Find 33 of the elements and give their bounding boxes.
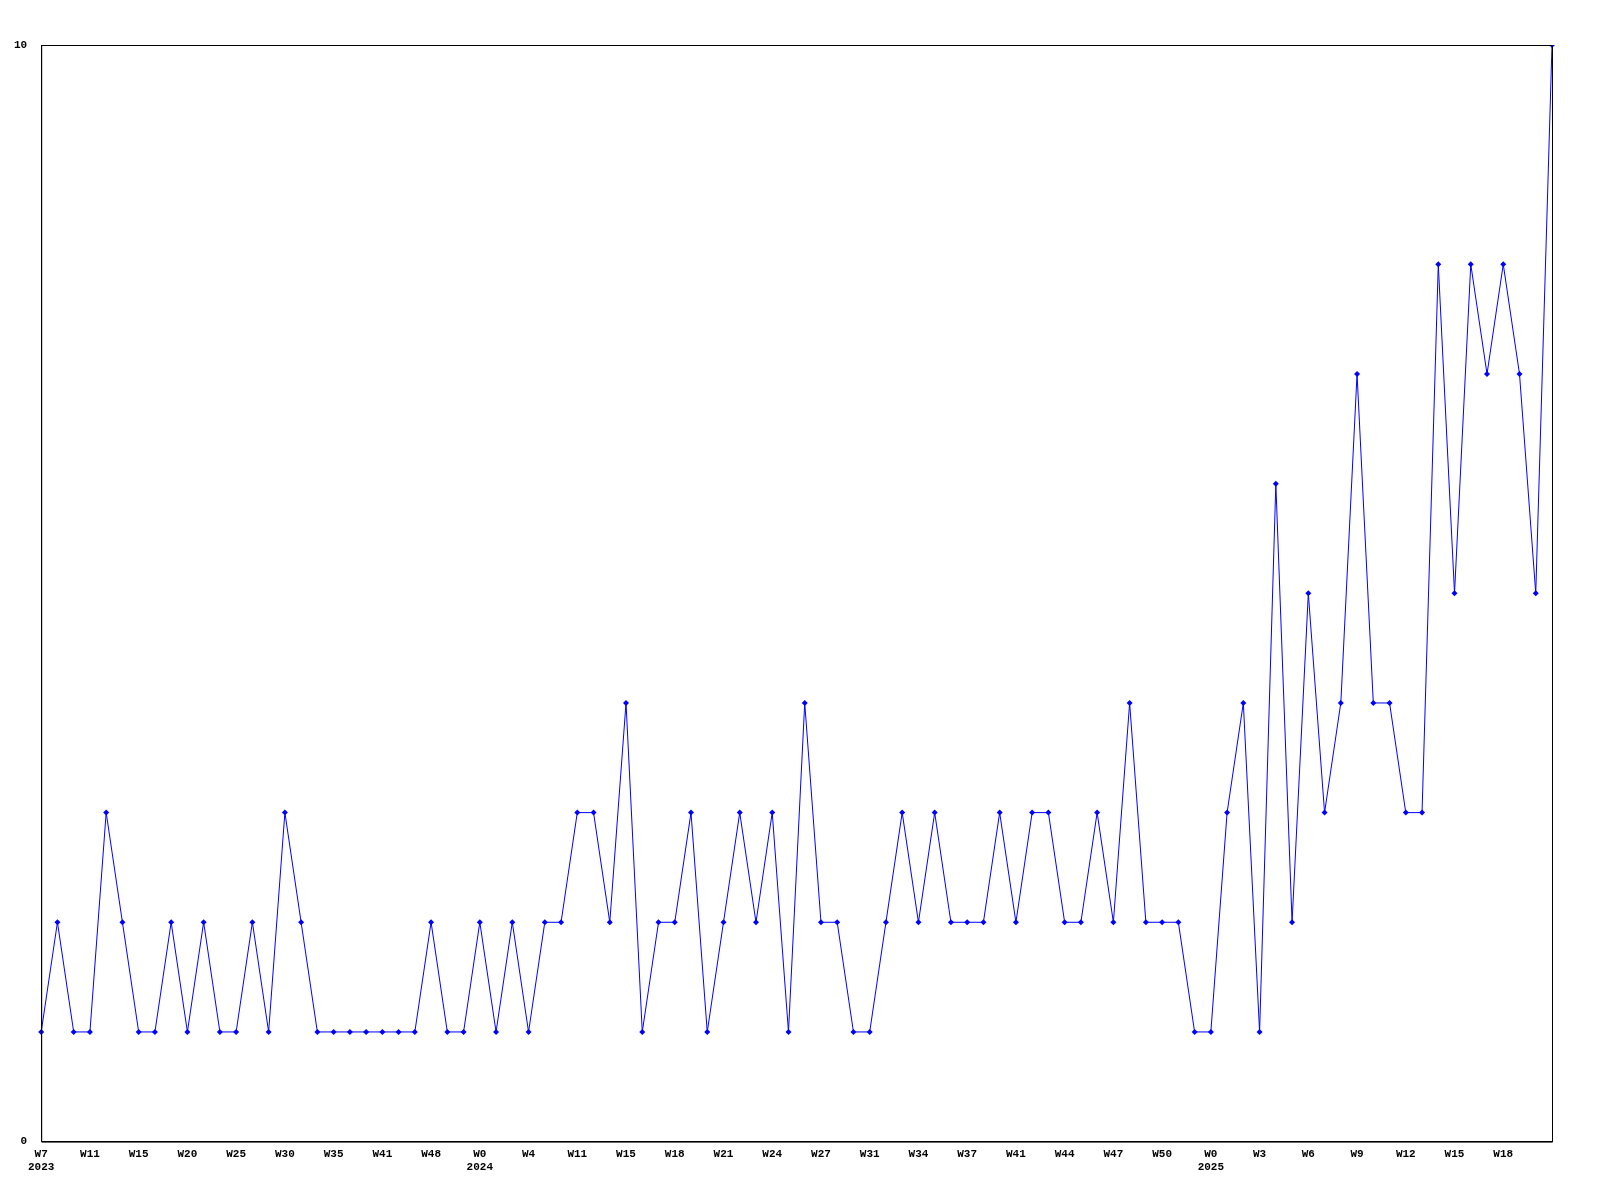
x-tick-label: W4 — [521, 1147, 536, 1160]
x-tick-label: W11 — [80, 1147, 101, 1160]
x-tick-label: W18 — [664, 1147, 686, 1160]
x-tick-label: W11 — [567, 1147, 588, 1160]
x-tick-label: W7 2023 — [28, 1147, 55, 1174]
x-tick-label: W3 — [1252, 1147, 1267, 1160]
x-tick-label: W21 — [713, 1147, 734, 1160]
x-tick-label: W25 — [226, 1147, 247, 1160]
y-tick-label: 0 — [20, 1135, 28, 1148]
x-tick-label: W15 — [128, 1147, 149, 1160]
x-tick-label: W37 — [957, 1147, 978, 1160]
x-tick-label: W30 — [274, 1147, 295, 1160]
x-tick-label: W50 — [1152, 1147, 1173, 1160]
x-tick-label: W9 — [1350, 1147, 1364, 1160]
x-tick-label: W27 — [811, 1147, 831, 1160]
x-tick-label: W35 — [323, 1147, 344, 1160]
x-tick-label: W0 2025 — [1197, 1147, 1225, 1174]
x-tick-label: W12 — [1395, 1147, 1416, 1160]
x-tick-label: W48 — [421, 1147, 442, 1160]
x-tick-label: W41 — [1006, 1147, 1027, 1160]
x-tick-label: W0 2024 — [466, 1147, 494, 1174]
x-tick-label: W34 — [908, 1147, 929, 1160]
x-tick-label: W18 — [1493, 1147, 1514, 1160]
x-tick-label: W41 — [372, 1147, 393, 1160]
x-tick-label: W15 — [1444, 1147, 1465, 1160]
x-tick-label: W20 — [177, 1147, 198, 1160]
x-tick-label: W24 — [762, 1147, 783, 1160]
x-tick-label: W6 — [1301, 1147, 1315, 1160]
x-tick-label: W47 — [1103, 1147, 1124, 1160]
x-tick-label: W44 — [1054, 1147, 1075, 1160]
y-tick-label: 10 — [14, 38, 28, 51]
x-tick-label: W15 — [616, 1147, 637, 1160]
x-tick-label: W31 — [859, 1147, 880, 1160]
